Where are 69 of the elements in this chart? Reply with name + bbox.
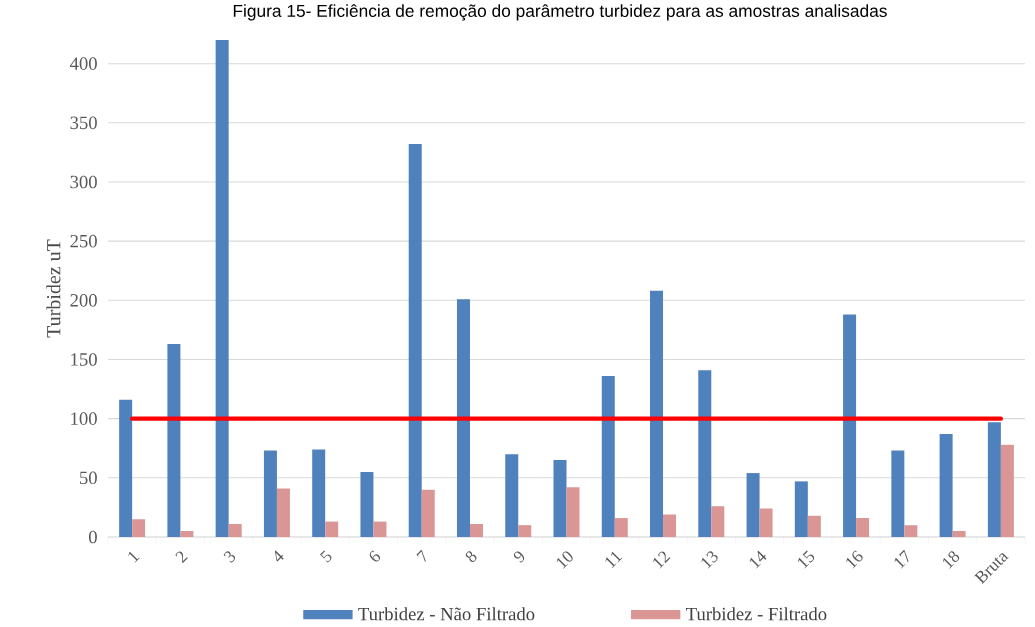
bar [469, 523, 483, 537]
bar [614, 518, 628, 537]
y-tick-label: 300 [70, 175, 97, 189]
x-tick-label: 6 [369, 550, 381, 562]
bar [1000, 444, 1014, 537]
bar [891, 450, 905, 537]
y-tick-label: 200 [70, 294, 97, 307]
bar [215, 39, 229, 537]
x-tick-label: 2 [175, 551, 188, 564]
x-tick-label: 5 [320, 550, 332, 563]
x-tick-label: 1 [128, 551, 140, 563]
bar [132, 519, 146, 537]
x-tick-label: 12 [653, 551, 671, 569]
bar [119, 399, 133, 537]
bar [650, 290, 664, 537]
bar [167, 344, 181, 537]
bar [360, 471, 374, 537]
y-tick-label: 400 [69, 57, 97, 70]
bar [759, 508, 773, 537]
bar [711, 506, 725, 537]
bar [180, 531, 194, 537]
x-tick-label: 14 [749, 550, 767, 569]
x-tick-label: 7 [416, 549, 426, 563]
bar [228, 523, 242, 537]
bar [663, 514, 677, 537]
x-tick-label: 15 [797, 550, 815, 569]
bar [421, 489, 435, 537]
bar [408, 144, 422, 537]
bar [456, 299, 470, 537]
chart-title: Figura 15- Eficiência de remoção do parâmetro turbidez para as amostras analisadas [233, 4, 887, 21]
bar [373, 521, 387, 537]
x-tick-label: 17 [894, 549, 909, 569]
y-tick-label: 100 [71, 412, 97, 425]
x-tick-label: 18 [942, 551, 960, 569]
bar [505, 454, 519, 537]
x-tick-label: 11 [605, 551, 623, 569]
bar [952, 531, 966, 537]
bar [939, 434, 953, 537]
x-tick-label: 16 [846, 550, 863, 569]
x-tick-label: 3 [223, 551, 236, 563]
y-axis-title: Turbidez uT [46, 239, 61, 338]
bar [263, 450, 277, 537]
legend-label: Turbidez - Filtrado [686, 607, 827, 621]
y-tick-label: 0 [88, 530, 97, 544]
bar [276, 488, 290, 537]
x-tick-label: 4 [274, 550, 284, 562]
bar [601, 376, 615, 537]
bar [518, 525, 532, 537]
bar [553, 460, 567, 537]
y-tick-label: 350 [70, 116, 97, 130]
bar [807, 515, 821, 537]
x-tick-label: 9 [513, 551, 525, 563]
bar [325, 521, 339, 537]
bar [856, 518, 870, 537]
bar [843, 314, 857, 537]
x-tick-label: 13 [701, 551, 718, 569]
x-tick-label: 10 [556, 551, 573, 569]
y-tick-label: 50 [80, 471, 97, 485]
bar [698, 370, 712, 537]
y-tick-label: 150 [71, 353, 97, 366]
y-tick-label: 250 [70, 234, 97, 248]
bar [312, 449, 326, 537]
bar [794, 481, 808, 537]
bar [566, 487, 580, 537]
x-tick-label: 8 [465, 551, 477, 563]
bar [904, 525, 918, 537]
bar [987, 422, 1001, 537]
bar [746, 473, 760, 537]
legend-label: Turbidez - Não Filtrado [358, 607, 535, 621]
